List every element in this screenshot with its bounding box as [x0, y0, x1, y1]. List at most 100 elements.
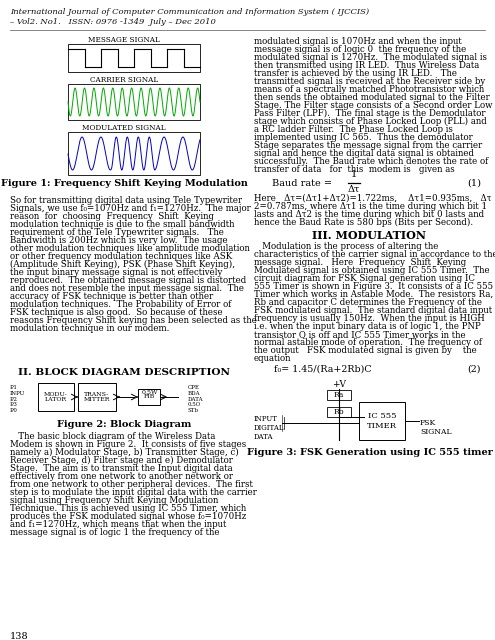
Text: Modulation is the process of altering the: Modulation is the process of altering th… [254, 242, 439, 251]
Text: So for transmitting digital data using Tele Typewriter: So for transmitting digital data using T… [10, 196, 242, 205]
Text: signal and hence the digital data signal is obtained: signal and hence the digital data signal… [254, 149, 474, 158]
Text: requirement of the Tele Typewriter signals.   The: requirement of the Tele Typewriter signa… [10, 228, 224, 237]
Bar [327, 390, 351, 400]
Bar [68, 84, 200, 120]
Text: modulated signal is 1270Hz.  The modulated signal is: modulated signal is 1270Hz. The modulate… [254, 53, 487, 62]
Text: CARRIER SIGNAL: CARRIER SIGNAL [90, 76, 158, 84]
Text: means of a spectrally matched Phototransistor which: means of a spectrally matched Phototrans… [254, 85, 484, 94]
Text: Stage.  The aim is to transmit the Input digital data: Stage. The aim is to transmit the Input … [10, 464, 233, 473]
Text: (Amplitude Shift Keying), PSK (Phase Shift Keying),: (Amplitude Shift Keying), PSK (Phase Shi… [10, 260, 235, 269]
Text: stage which consists of Phase Locked Loop (PLL) and: stage which consists of Phase Locked Loo… [254, 117, 487, 126]
Text: 138: 138 [10, 632, 29, 640]
Text: reproduced.  The obtained message signal is distorted: reproduced. The obtained message signal … [10, 276, 246, 285]
Text: modulation technique in our modem.: modulation technique in our modem. [10, 324, 169, 333]
Text: the output   FSK modulated signal is given by    the: the output FSK modulated signal is given… [254, 346, 477, 355]
Text: i.e. when the input binary data is of logic 1, the PNP: i.e. when the input binary data is of lo… [254, 322, 481, 331]
Text: message signal is of logic 0  the frequency of the: message signal is of logic 0 the frequen… [254, 45, 466, 54]
Text: step is to modulate the input digital data with the carrier: step is to modulate the input digital da… [10, 488, 257, 497]
Text: Figure 3: FSK Generation using IC 555 timer: Figure 3: FSK Generation using IC 555 ti… [247, 448, 493, 457]
Text: Figure 1: Frequency Shift Keying Modulation: Figure 1: Frequency Shift Keying Modulat… [0, 179, 248, 188]
Text: Δτ: Δτ [348, 185, 360, 194]
Text: Receiver Stage, d) Filter stage and e) Demodulator: Receiver Stage, d) Filter stage and e) D… [10, 456, 233, 465]
Text: message signal is of logic 1 the frequency of the: message signal is of logic 1 the frequen… [10, 528, 219, 537]
Bar [327, 407, 351, 417]
Text: characteristics of the carrier signal in accordance to the: characteristics of the carrier signal in… [254, 250, 495, 259]
Text: modulation technique is due to the small bandwidth: modulation technique is due to the small… [10, 220, 235, 229]
Text: INPUT
DIGITAL
DATA: INPUT DIGITAL DATA [254, 415, 285, 442]
Text: equation: equation [254, 354, 292, 363]
Text: modulated signal is 1070Hz and when the input: modulated signal is 1070Hz and when the … [254, 37, 462, 46]
Text: MODULATED SIGNAL: MODULATED SIGNAL [82, 124, 166, 132]
Bar [359, 402, 405, 440]
Text: FSK technique is also good.  So because of these: FSK technique is also good. So because o… [10, 308, 223, 317]
Text: International Journal of Computer Communication and Information System ( IJCCIS): International Journal of Computer Commun… [10, 8, 369, 16]
Text: then sends the obtained modulated signal to the Filter: then sends the obtained modulated signal… [254, 93, 490, 102]
Text: from one network to other peripheral devices.  The first: from one network to other peripheral dev… [10, 480, 253, 489]
Bar [78, 383, 116, 411]
Text: circuit diagram for FSK Signal generation using IC: circuit diagram for FSK Signal generatio… [254, 274, 475, 283]
Text: Pass Filter (LPF).  The final stage is the Demodulator: Pass Filter (LPF). The final stage is th… [254, 109, 486, 118]
Text: other modulation techniques like amplitude modulation: other modulation techniques like amplitu… [10, 244, 250, 253]
Text: +V: +V [332, 380, 346, 389]
Text: Here   Δτ=(Δτ1+Δτ2)=1.722ms,    Δτ1=0.935ms,   Δτ: Here Δτ=(Δτ1+Δτ2)=1.722ms, Δτ1=0.935ms, … [254, 194, 492, 203]
Text: frequency is usually 150Hz.  When the input is HIGH: frequency is usually 150Hz. When the inp… [254, 314, 485, 323]
Bar [68, 132, 200, 175]
Text: signal using Frequency Shift Keying Modulation: signal using Frequency Shift Keying Modu… [10, 496, 218, 505]
Text: Stage. The Filter stage consists of a Second order Low: Stage. The Filter stage consists of a Se… [254, 101, 493, 110]
Text: The basic block diagram of the Wireless Data: The basic block diagram of the Wireless … [10, 432, 215, 441]
Text: 555 Timer is shown in Figure 3.  It consists of a IC 555: 555 Timer is shown in Figure 3. It consi… [254, 282, 493, 291]
Text: CPE
BDA
DATA
0.5O
STb: CPE BDA DATA 0.5O STb [188, 385, 203, 413]
Text: accuracy of FSK technique is better than other: accuracy of FSK technique is better than… [10, 292, 213, 301]
Text: transmitted signal is received at the Receiver side by: transmitted signal is received at the Re… [254, 77, 485, 86]
Bar [68, 44, 200, 72]
Text: hence the Baud Rate is 580 bps (Bits per Second).: hence the Baud Rate is 580 bps (Bits per… [254, 218, 473, 227]
Text: 2=0.787ms, where Δτ1 is the time during which bit 1: 2=0.787ms, where Δτ1 is the time during … [254, 202, 487, 211]
Text: III. MODULATION: III. MODULATION [312, 230, 427, 241]
Text: transfer is achieved by the using IR LED.   The: transfer is achieved by the using IR LED… [254, 69, 457, 78]
Text: reasons Frequency Shift keying has been selected as the: reasons Frequency Shift keying has been … [10, 316, 257, 325]
Text: (2): (2) [467, 365, 481, 374]
Text: Modulated signal is obtained using IC 555 Timer.  The: Modulated signal is obtained using IC 55… [254, 266, 490, 275]
Text: namely a) Modulator Stage, b) Transmitter Stage, c): namely a) Modulator Stage, b) Transmitte… [10, 448, 239, 457]
Text: II. BLOCK DIAGRAM DESCRIPTION: II. BLOCK DIAGRAM DESCRIPTION [18, 368, 230, 377]
Text: reason  for  choosing  Frequency  Shift  Keying: reason for choosing Frequency Shift Keyi… [10, 212, 214, 221]
Text: MESSAGE SIGNAL: MESSAGE SIGNAL [88, 36, 160, 44]
Text: IC 555
TIMER: IC 555 TIMER [367, 412, 397, 429]
Text: modulation techniques.  The Probability of Error of: modulation techniques. The Probability o… [10, 300, 231, 309]
Text: f₀= 1.45/(Ra+2Rb)C: f₀= 1.45/(Ra+2Rb)C [274, 365, 372, 374]
Text: FSK
SIGNAL: FSK SIGNAL [420, 419, 451, 436]
Text: 1: 1 [351, 170, 357, 179]
Text: Timer which works in Astable Mode.  The resistors Ra,: Timer which works in Astable Mode. The r… [254, 290, 493, 299]
Text: Signals, we use f₀=1070Hz and f₁=1270Hz.  The major: Signals, we use f₀=1070Hz and f₁=1270Hz.… [10, 204, 251, 213]
Text: transistor Q is off and IC 555 Timer works in the: transistor Q is off and IC 555 Timer wor… [254, 330, 466, 339]
Text: or other frequency modulation techniques like ASK: or other frequency modulation techniques… [10, 252, 232, 261]
Text: then transmitted using IR LED.  Thus Wireless Data: then transmitted using IR LED. Thus Wire… [254, 61, 479, 70]
Text: TRANS-
MITTER: TRANS- MITTER [84, 392, 110, 402]
Text: and f₁=1270Hz, which means that when the input: and f₁=1270Hz, which means that when the… [10, 520, 226, 529]
Text: successfully.  The Baud rate which denotes the rate of: successfully. The Baud rate which denote… [254, 157, 488, 166]
Text: – Vol2. No1.   ISSN: 0976 -1349  July – Dec 2010: – Vol2. No1. ISSN: 0976 -1349 July – Dec… [10, 18, 216, 26]
Text: Modem is shown in Figure 2.  It consists of five stages: Modem is shown in Figure 2. It consists … [10, 440, 246, 449]
Text: Baud rate =: Baud rate = [272, 179, 332, 188]
Text: Rb and capacitor C determines the Frequency of the: Rb and capacitor C determines the Freque… [254, 298, 482, 307]
Text: transfer of data   for  this  modem is   given as: transfer of data for this modem is given… [254, 165, 455, 174]
Bar [38, 383, 74, 411]
Text: Technique. This is achieved using IC 555 Timer, which: Technique. This is achieved using IC 555… [10, 504, 246, 513]
Text: Stage separates the message signal from the carrier: Stage separates the message signal from … [254, 141, 482, 150]
Text: the input binary message signal is not effectively: the input binary message signal is not e… [10, 268, 222, 277]
Text: Figure 2: Block Diagram: Figure 2: Block Diagram [57, 420, 191, 429]
Text: 0.5W: 0.5W [142, 390, 158, 395]
Text: lasts and Δτ2 is the time during which bit 0 lasts and: lasts and Δτ2 is the time during which b… [254, 210, 484, 219]
Text: FIB: FIB [144, 394, 154, 399]
Text: implemented using IC 565.  Thus the demodulator: implemented using IC 565. Thus the demod… [254, 133, 473, 142]
Text: Ra: Ra [334, 391, 344, 399]
Text: FSK modulated signal.  The standard digital data input: FSK modulated signal. The standard digit… [254, 306, 492, 315]
Text: effectively from one network to another network or: effectively from one network to another … [10, 472, 233, 481]
Text: (1): (1) [467, 179, 481, 188]
Text: message signal.   Here  Frequency  Shift  Keying: message signal. Here Frequency Shift Key… [254, 258, 466, 267]
Text: produces the FSK modulated signal whose f₀=1070Hz: produces the FSK modulated signal whose … [10, 512, 247, 521]
Text: normal astable mode of operation.  The frequency of: normal astable mode of operation. The fr… [254, 338, 482, 347]
Text: P.1
INPU
P.2
P.3
P.0: P.1 INPU P.2 P.3 P.0 [10, 385, 25, 413]
Bar [138, 389, 160, 405]
Text: Rb: Rb [334, 408, 345, 416]
